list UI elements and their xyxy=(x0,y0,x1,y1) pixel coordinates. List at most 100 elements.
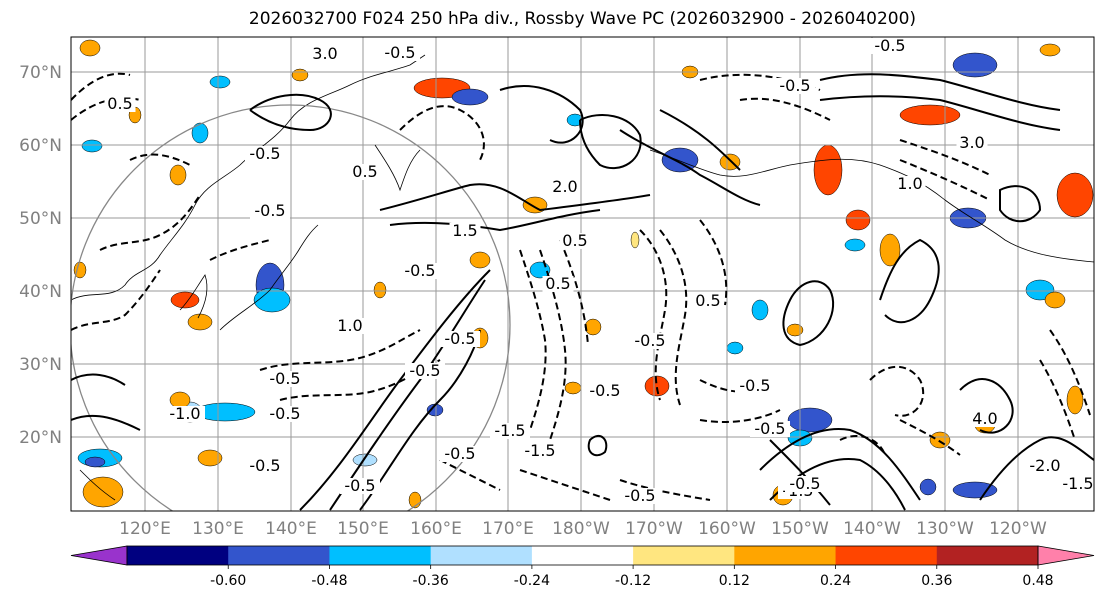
divergence-patch xyxy=(813,144,843,196)
contour-label: -0.5 xyxy=(874,36,905,55)
divergence-patch xyxy=(169,164,187,186)
contour-label: -0.5 xyxy=(789,474,820,493)
contour-label-bg xyxy=(692,293,724,309)
colorbar-tick-label: -0.48 xyxy=(311,573,347,589)
contour-label: -0.5 xyxy=(384,43,415,62)
contour-label-bg xyxy=(1025,458,1065,474)
contour-label-bg xyxy=(630,333,670,349)
contour-negative xyxy=(739,97,831,121)
contour-label-bg xyxy=(894,176,926,192)
contour-label: 2.0 xyxy=(552,177,577,196)
colorbar-tick-label: 0.24 xyxy=(820,573,851,589)
contour-negative xyxy=(899,139,991,176)
latitude-labels: 70°N 60°N 50°N 40°N 30°N 20°N xyxy=(19,63,62,448)
divergence-patch xyxy=(291,68,309,82)
contour-label: -0.5 xyxy=(634,331,665,350)
contour-label-bg xyxy=(340,478,380,494)
divergence-patch xyxy=(1056,172,1094,218)
contour-label: -0.5 xyxy=(624,486,655,505)
lon-tick-label: 140°W xyxy=(843,519,901,539)
contour-negative xyxy=(639,229,668,401)
contour-label: 0.5 xyxy=(695,291,720,310)
colorbar-segment xyxy=(127,546,229,565)
contour-label-bg xyxy=(265,371,305,387)
colorbar-tick-label: -0.36 xyxy=(413,573,449,589)
divergence-patch xyxy=(1039,43,1061,57)
contour-negative xyxy=(839,435,886,456)
contour-label: 0.5 xyxy=(545,274,570,293)
contour-label: -0.5 xyxy=(444,329,475,348)
contour-label: -1.0 xyxy=(169,404,200,423)
map-layers: 3.0 -0.50.5-0.50.51.5-0.5-0.51.0-0.5-1.0-… xyxy=(71,36,1094,511)
contour-negative xyxy=(399,105,485,161)
lat-tick-label: 70°N xyxy=(19,63,62,83)
contour-label-bg xyxy=(309,46,341,62)
contour-label-bg xyxy=(449,223,481,239)
contour-positive xyxy=(819,73,1061,111)
contour-label: -0.5 xyxy=(344,476,375,495)
colorbar-tick-label: 0.48 xyxy=(1022,573,1053,589)
graticule xyxy=(71,37,1094,511)
colorbar-segment xyxy=(633,546,735,565)
contour-positive xyxy=(619,129,761,206)
contour-label-bg xyxy=(245,458,285,474)
lon-tick-label: 170°W xyxy=(625,519,683,539)
contour-label: 0.5 xyxy=(562,231,587,250)
divergence-patch xyxy=(253,287,291,313)
contour-label: 1.5 xyxy=(452,221,477,240)
contour-label-bg xyxy=(165,406,205,422)
colorbar-tick-label: -0.12 xyxy=(615,573,651,589)
contour-label-bg xyxy=(400,263,440,279)
divergence-patch xyxy=(952,481,998,499)
contour-label-bg xyxy=(265,406,305,422)
contour-label-bg xyxy=(542,276,574,292)
contour-label-bg xyxy=(334,318,366,334)
coast-asia xyxy=(71,54,426,301)
divergence-patch xyxy=(82,476,124,508)
contour-label-bg xyxy=(490,423,530,439)
colorbar-extend-max xyxy=(1037,545,1095,566)
contour-label-bg xyxy=(620,488,660,504)
divergence-patch xyxy=(630,231,640,249)
contour-label: -0.5 xyxy=(249,456,280,475)
coast-korea xyxy=(179,274,208,319)
divergence-patch xyxy=(644,375,670,397)
contour-negative xyxy=(209,239,271,261)
contour-labels: 3.0 -0.50.5-0.50.51.5-0.5-0.51.0-0.5-1.0-… xyxy=(104,36,1094,505)
divergence-patch xyxy=(197,449,223,467)
contour-label: -0.5 xyxy=(404,261,435,280)
lat-tick-label: 40°N xyxy=(19,282,62,302)
contour-label-bg xyxy=(549,179,581,195)
coast-japan xyxy=(219,224,319,331)
divergence-patch xyxy=(952,52,998,78)
lon-tick-label: 150°E xyxy=(337,519,389,539)
divergence-patch xyxy=(787,407,833,433)
lon-tick-label: 180°W xyxy=(552,519,610,539)
contour-positive xyxy=(379,183,651,212)
contour-label-bg xyxy=(245,146,285,162)
chart-title: 2026032700 F024 250 hPa div., Rossby Wav… xyxy=(248,9,917,29)
lon-tick-label: 170°E xyxy=(482,519,534,539)
contour-positive xyxy=(819,95,1061,131)
divergence-patch xyxy=(81,139,103,153)
divergence-patch xyxy=(451,88,489,106)
colorbar-segment xyxy=(835,546,938,565)
colorbar-segment xyxy=(329,546,432,565)
contour-label: -0.5 xyxy=(739,376,770,395)
contour-positive xyxy=(782,280,835,347)
contour-label-bg xyxy=(380,45,420,61)
contour-positive xyxy=(359,329,481,511)
contour-positive xyxy=(759,428,921,501)
contour-negative xyxy=(869,365,925,417)
divergence-patch xyxy=(469,251,491,269)
colorbar-segment xyxy=(430,546,533,565)
contour-positive xyxy=(299,269,491,511)
contour-label: -0.5 xyxy=(269,369,300,388)
contour-negative xyxy=(619,479,711,501)
contour-label-bg xyxy=(250,203,290,219)
contour-label: -0.5 xyxy=(409,361,440,380)
colorbar-extend-min xyxy=(70,545,128,566)
contour-label-bg xyxy=(870,38,910,54)
contour-label: -0.5 xyxy=(444,444,475,463)
great-circle xyxy=(71,104,511,511)
